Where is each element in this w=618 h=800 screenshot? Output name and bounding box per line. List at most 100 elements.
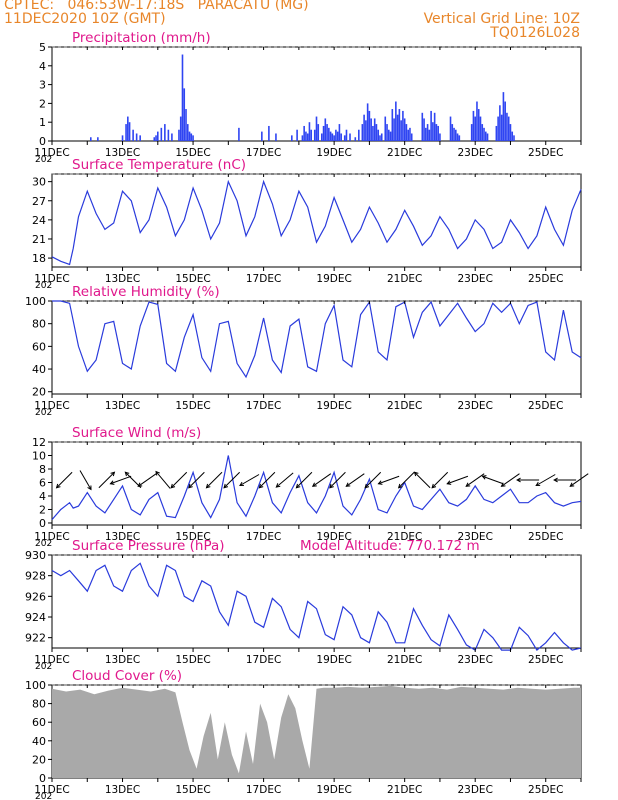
precip-bar <box>238 127 240 141</box>
precip-bar <box>181 54 184 141</box>
press-xtick-label: 19DEC <box>316 654 351 666</box>
rh-ytick-label: 40 <box>32 363 46 376</box>
precip-bar <box>132 129 134 141</box>
press-xtick-label: 17DEC <box>246 654 281 666</box>
precip-ytick-label: 0 <box>39 135 46 148</box>
wind-arrow <box>482 475 504 485</box>
wind-arrow-head <box>258 483 264 489</box>
precip-bar <box>167 129 170 141</box>
temp-series-line <box>51 179 582 266</box>
precip-bar <box>472 110 475 141</box>
cloud-xtick-label: 21DEC <box>387 784 422 796</box>
precip-bar <box>317 124 320 141</box>
precip-bar <box>127 116 129 141</box>
wind-ytick-label: 4 <box>39 490 46 503</box>
precip-bar <box>372 125 374 141</box>
precip-bar <box>313 129 316 141</box>
wind-arrow <box>296 471 313 489</box>
wind-xtick-label: 19DEC <box>316 531 351 543</box>
wind-arrow <box>569 473 589 487</box>
temp-xtick-label: 17DEC <box>246 273 281 285</box>
wind-year-label: 202 <box>35 539 52 549</box>
cloud-ytick-label: 60 <box>32 716 46 729</box>
precip-bar <box>268 125 270 141</box>
precip-bar <box>261 131 263 141</box>
precip-bar <box>409 127 411 141</box>
cloud-xtick-label: 19DEC <box>316 784 351 796</box>
wind-arrow-head <box>295 483 301 489</box>
wind-arrow <box>188 471 205 489</box>
precip-bar <box>483 127 485 141</box>
precip-bar <box>354 137 357 141</box>
rh-ytick-label: 100 <box>25 295 46 308</box>
wind-arrow-head <box>553 477 558 483</box>
precip-bar <box>402 110 404 141</box>
precip-bar <box>178 129 180 141</box>
temp-xtick-label: 23DEC <box>457 273 492 285</box>
wind-arrow-head <box>377 480 383 485</box>
precip-bar <box>296 129 298 141</box>
wind-ytick-label: 12 <box>32 436 46 449</box>
press-xtick-label: 11DEC <box>34 654 69 666</box>
wind-arrow-head <box>481 475 487 480</box>
precip-bar <box>358 129 360 141</box>
wind-arrow-head <box>170 483 176 489</box>
precip-bar <box>421 112 424 141</box>
wind-arrow-head <box>223 483 229 489</box>
wind-arrow-head <box>516 477 521 483</box>
precip-year-label: 202 <box>35 155 52 165</box>
precip-bar <box>395 101 397 141</box>
precip-bar <box>432 122 434 141</box>
wind-arrow-head <box>569 482 575 487</box>
precip-bar <box>128 122 131 141</box>
wind-ytick-label: 10 <box>32 449 46 462</box>
precip-bar <box>495 125 498 141</box>
rh-xtick-label: 13DEC <box>105 400 140 412</box>
wind-xtick-label: 15DEC <box>175 531 210 543</box>
precip-bar <box>497 116 499 141</box>
precip-bar <box>453 127 455 141</box>
precip-bar <box>451 124 454 141</box>
precip-bar <box>456 133 459 141</box>
precip-xtick-label: 17DEC <box>246 147 281 159</box>
wind-arrow-head <box>329 483 334 489</box>
rh-series-line <box>52 300 582 379</box>
rh-title: Relative Humidity (%) <box>72 284 220 300</box>
wind-arrow-head <box>239 481 244 487</box>
precip-bar <box>393 118 395 141</box>
precip-bar <box>361 124 364 141</box>
temp-ytick-label: 27 <box>32 195 46 208</box>
precip-bar <box>333 135 335 141</box>
rh-xtick-label: 17DEC <box>246 400 281 412</box>
wind-arrow <box>465 473 485 487</box>
temp-xtick-label: 25DEC <box>528 273 563 285</box>
rh-year-label: 202 <box>35 408 52 418</box>
temp-xtick-label: 11DEC <box>34 273 69 285</box>
temp-ytick-label: 30 <box>32 176 46 189</box>
precip-bar <box>179 116 182 141</box>
precip-ytick-label: 3 <box>39 79 46 92</box>
wind-title: Surface Wind (m/s) <box>72 425 201 441</box>
temp-xtick-label: 13DEC <box>105 273 140 285</box>
precip-bar <box>373 118 376 141</box>
wind-arrow-head <box>311 482 317 487</box>
precip-bar <box>363 114 365 141</box>
precip-bar <box>509 124 512 141</box>
precip-xtick-label: 21DEC <box>387 147 422 159</box>
precip-bar <box>458 135 461 141</box>
precip-bar <box>435 124 438 141</box>
precip-bar <box>338 124 341 141</box>
wind-arrow <box>501 473 520 487</box>
precip-bar <box>157 131 159 141</box>
precip-bar <box>500 114 503 141</box>
precip-bar <box>125 124 127 141</box>
precip-bar <box>326 124 328 141</box>
precip-bar <box>324 118 327 141</box>
precip-bar <box>275 133 277 141</box>
precip-bar <box>164 124 166 141</box>
precip-bar <box>405 124 408 141</box>
cloud-ytick-label: 80 <box>32 698 46 711</box>
wind-arrow <box>155 471 171 489</box>
wind-arrow-head <box>124 471 130 477</box>
